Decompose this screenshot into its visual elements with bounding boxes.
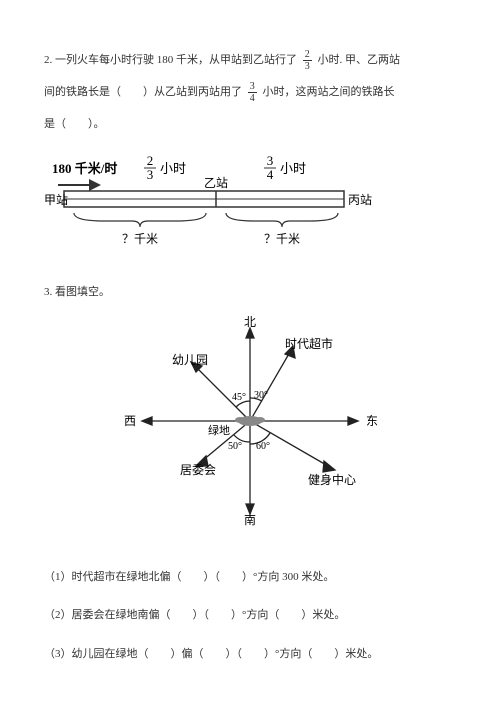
svg-text:西: 西 — [124, 414, 136, 428]
q2-line1b: 小时. 甲、乙两站 — [318, 54, 401, 66]
svg-text:乙站: 乙站 — [204, 176, 228, 190]
compass-diagram: 北 南 东 西 绿地 幼儿园 时代超市 居委会 健身中心 45° 30° 50°… — [44, 316, 456, 535]
svg-text:4: 4 — [267, 167, 274, 182]
svg-text:60°: 60° — [256, 441, 270, 452]
svg-text:时代超市: 时代超市 — [285, 336, 333, 351]
svg-text:2: 2 — [147, 153, 154, 168]
q3-title: 3. 看图填空。 — [44, 280, 456, 304]
svg-text:丙站: 丙站 — [348, 193, 372, 207]
svg-text:南: 南 — [244, 512, 256, 526]
svg-text:东: 东 — [366, 414, 378, 428]
q3-sub3: （3）幼儿园在绿地（ ）偏（ ）（ ）°方向（ ）米处。 — [44, 642, 456, 666]
q2-line1: 2. 一列火车每小时行驶 180 千米，从甲站到乙站行了 2 3 小时. 甲、乙… — [44, 48, 456, 72]
fraction-2-3: 2 3 — [303, 49, 312, 72]
svg-text:健身中心: 健身中心 — [308, 472, 356, 487]
q2-line2a: 间的铁路长是（ ）从乙站到丙站用了 — [44, 86, 242, 98]
q2-line1a: 2. 一列火车每小时行驶 180 千米，从甲站到乙站行了 — [44, 54, 297, 66]
fraction-3-4: 3 4 — [248, 81, 257, 104]
svg-text:幼儿园: 幼儿园 — [172, 353, 208, 367]
svg-text:甲站: 甲站 — [44, 193, 68, 207]
svg-text:居委会: 居委会 — [180, 463, 216, 477]
train-diagram: 180 千米/时 2 3 小时 3 4 小时 乙站 甲站 丙站 ？千米 ？千米 — [44, 151, 456, 260]
svg-text:小时: 小时 — [160, 161, 186, 176]
q2-line2: 间的铁路长是（ ）从乙站到丙站用了 3 4 小时，这两站之间的铁路长 — [44, 80, 456, 104]
svg-text:45°: 45° — [232, 392, 246, 403]
q3-sub2: （2）居委会在绿地南偏（ ）（ ）°方向（ ）米处。 — [44, 603, 456, 627]
svg-text:3: 3 — [267, 153, 274, 168]
svg-text:北: 北 — [244, 316, 256, 329]
q2-line3: 是（ ）。 — [44, 112, 456, 136]
svg-text:？千米: ？千米 — [122, 232, 158, 246]
svg-text:绿地: 绿地 — [208, 423, 230, 437]
svg-text:50°: 50° — [228, 441, 242, 452]
speed-label: 180 千米/时 — [52, 161, 117, 176]
q3-sub1: （1）时代超市在绿地北偏（ ）（ ）°方向 300 米处。 — [44, 565, 456, 589]
svg-text:小时: 小时 — [280, 161, 306, 176]
svg-text:3: 3 — [147, 167, 154, 182]
svg-text:？千米: ？千米 — [264, 232, 300, 246]
svg-text:30°: 30° — [254, 390, 268, 401]
q2-line2b: 小时，这两站之间的铁路长 — [263, 86, 395, 98]
